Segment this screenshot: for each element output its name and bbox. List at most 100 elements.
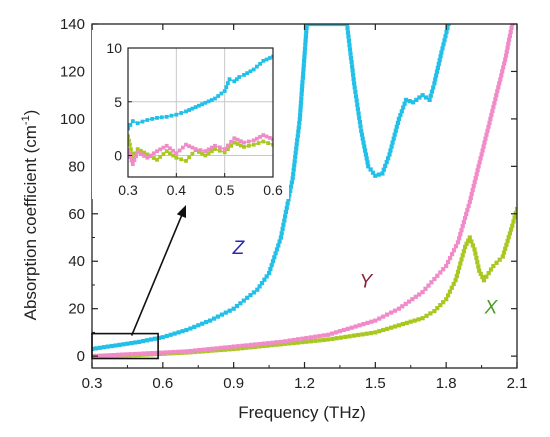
main-point-Y [389, 310, 394, 315]
inset-point-Y [142, 154, 146, 158]
main-point-Y [483, 136, 488, 141]
main-point-Z [414, 97, 419, 102]
inset-point-Z [150, 117, 155, 121]
main-point-Y [400, 304, 405, 309]
main-point-Z [420, 93, 425, 98]
main-point-Z [298, 104, 303, 109]
main-point-Y [475, 168, 480, 173]
main-point-Y [503, 53, 509, 58]
main-point-Z [291, 171, 296, 177]
main-point-Z [431, 85, 436, 90]
inset-point-Z [213, 96, 217, 101]
main-point-Z [204, 320, 209, 325]
inset-point-X [209, 149, 214, 154]
inset-point-Y [171, 148, 175, 153]
main-point-Y [361, 322, 366, 327]
series-label-X: X [484, 297, 499, 318]
main-point-Y [504, 49, 509, 54]
x-tick-label: 1.2 [294, 375, 315, 392]
main-point-Y [253, 342, 258, 347]
main-point-Y [337, 329, 342, 334]
series-label-Z: Z [232, 238, 246, 259]
main-point-Z [389, 144, 394, 149]
main-point-X [444, 297, 449, 302]
inset-point-Y [158, 147, 163, 152]
main-point-Z [304, 26, 309, 31]
main-point-Z [168, 332, 173, 337]
main-point-X [385, 326, 390, 331]
inset-point-Y [271, 137, 273, 142]
main-point-Z [283, 210, 288, 215]
main-point-Z [285, 201, 290, 206]
main-point-Y [479, 152, 484, 157]
inset-point-X [206, 151, 211, 156]
main-point-X [476, 264, 481, 269]
main-point-X [389, 325, 394, 330]
main-point-Z [351, 72, 356, 77]
main-point-Z [302, 46, 308, 51]
inset-point-X [158, 155, 163, 159]
main-point-Y [111, 353, 116, 358]
main-point-Z [300, 83, 305, 88]
main-point-X [480, 275, 485, 280]
main-point-X [283, 341, 288, 346]
main-point-Z [396, 116, 401, 121]
inset-point-X [128, 138, 131, 143]
main-point-Y [469, 191, 474, 197]
main-point-Y [248, 342, 253, 347]
main-point-Y [98, 353, 103, 358]
main-point-Y [132, 351, 137, 357]
inset-point-Y [261, 133, 266, 137]
zoom-arrow [130, 212, 184, 336]
main-point-Z [296, 125, 301, 130]
main-point-Z [299, 87, 304, 93]
main-point-Z [438, 54, 443, 59]
main-point-X [453, 278, 458, 283]
main-point-Y [432, 276, 437, 282]
inset-point-X [128, 142, 132, 147]
main-point-Y [231, 344, 236, 349]
main-point-Y [420, 290, 425, 295]
main-point-Z [424, 95, 429, 100]
main-point-Y [304, 335, 309, 341]
main-point-Z [141, 339, 146, 344]
inset-point-Z [209, 98, 214, 102]
main-point-Z [211, 316, 217, 321]
main-point-Z [262, 277, 267, 282]
main-point-Z [223, 310, 228, 315]
main-point-Z [125, 341, 130, 346]
main-point-Z [395, 120, 400, 125]
main-point-X [265, 343, 271, 348]
main-point-X [447, 289, 452, 294]
main-point-Y [417, 292, 422, 297]
main-point-X [511, 219, 516, 224]
main-point-X [454, 274, 459, 279]
main-point-X [466, 238, 471, 243]
main-point-Z [294, 142, 299, 147]
main-point-X [420, 316, 425, 321]
inset-point-X [235, 142, 240, 146]
main-point-Y [410, 297, 415, 302]
main-point-Z [295, 138, 300, 143]
main-point-X [477, 268, 482, 273]
main-point-Y [478, 156, 483, 161]
inset-point-Z [245, 71, 250, 75]
inset-point-Y [161, 145, 166, 150]
inset-point-Z [206, 99, 211, 104]
inset-point-Z [234, 77, 239, 82]
inset-point-X [261, 139, 266, 144]
main-point-Y [486, 124, 491, 129]
main-point-Y [429, 280, 434, 285]
inset-point-Y [174, 151, 179, 156]
inset-background [92, 30, 289, 199]
main-point-Z [355, 102, 360, 107]
main-point-Z [411, 100, 416, 105]
main-point-Y [455, 240, 461, 245]
inset-point-Z [258, 61, 262, 66]
main-point-Z [348, 55, 354, 60]
main-point-Y [457, 236, 462, 241]
main-point-Z [312, 24, 317, 27]
main-point-Y [468, 195, 473, 201]
main-point-Z [432, 81, 437, 86]
